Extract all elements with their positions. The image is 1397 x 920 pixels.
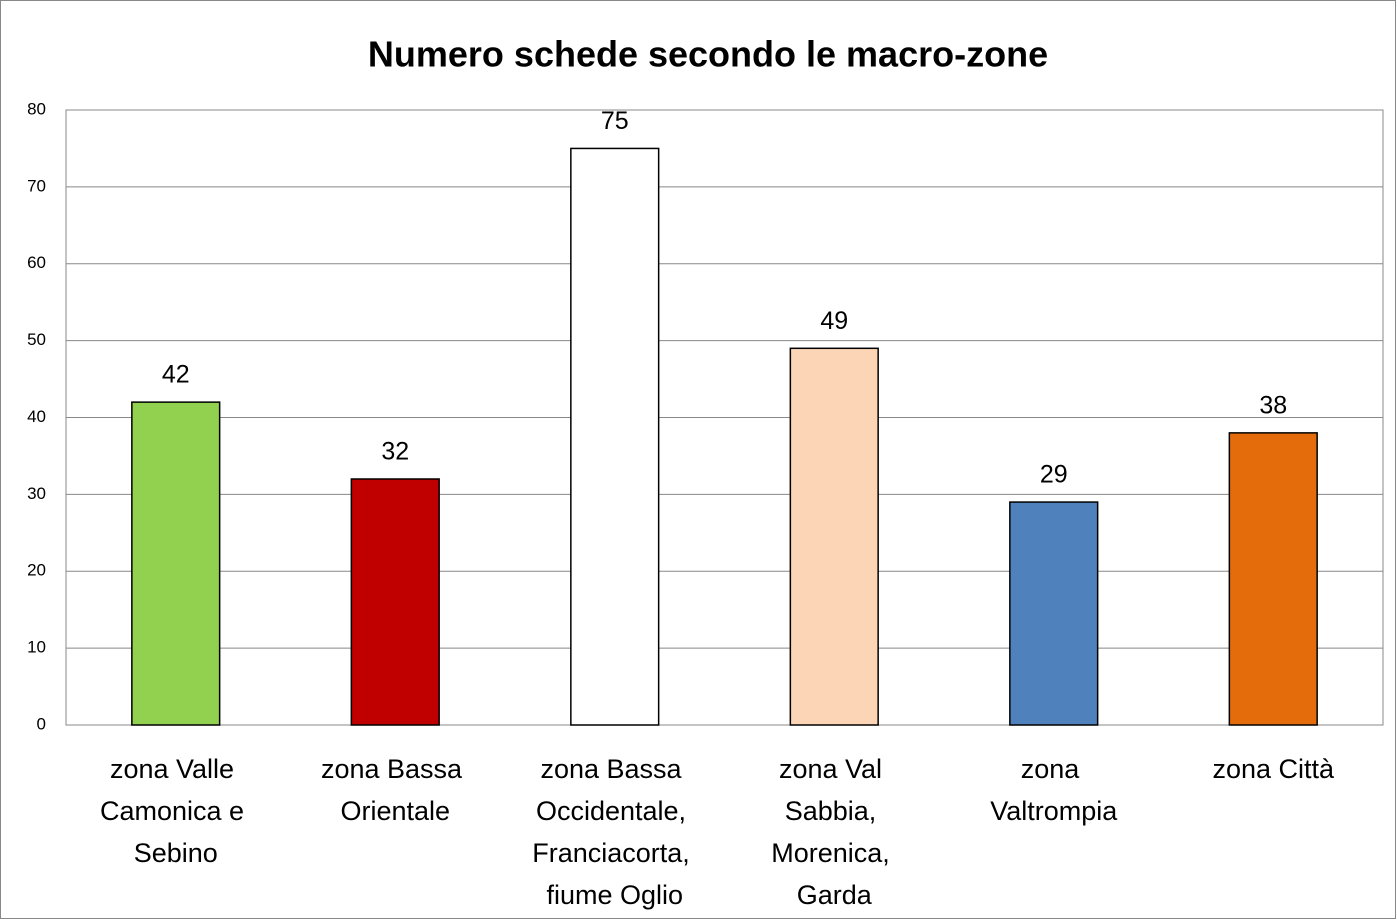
data-label: 75 <box>601 107 629 135</box>
bar <box>789 347 879 726</box>
y-tick-label: 50 <box>27 330 46 349</box>
data-label: 38 <box>1259 391 1287 419</box>
x-tick-label: zona Val Sabbia, Morenica, Garda <box>771 754 897 910</box>
y-tick-label: 0 <box>37 714 46 733</box>
x-tick-label: zona Valle Camonica e Sebino <box>100 754 252 868</box>
data-label: 42 <box>162 361 190 389</box>
bar <box>1228 432 1318 726</box>
data-label: 32 <box>381 438 409 466</box>
x-tick-label: zona Città <box>1212 754 1335 784</box>
data-label: 49 <box>820 307 848 335</box>
y-tick-label: 80 <box>27 99 46 118</box>
x-tick-label: zona Valtrompia <box>990 754 1118 826</box>
y-tick-label: 20 <box>27 561 46 580</box>
data-label: 29 <box>1040 461 1068 489</box>
chart-title: Numero schede secondo le macro-zone <box>368 34 1048 75</box>
y-tick-label: 60 <box>27 253 46 272</box>
y-tick-label: 30 <box>27 484 46 503</box>
bar <box>570 147 660 726</box>
y-tick-label: 40 <box>27 407 46 426</box>
x-tick-label: zona Bassa Orientale <box>321 754 470 826</box>
bar <box>1009 501 1099 726</box>
y-tick-label: 70 <box>27 176 46 195</box>
y-tick-label: 10 <box>27 638 46 657</box>
bar <box>350 478 440 726</box>
bar <box>131 401 221 726</box>
x-tick-label: zona Bassa Occidentale, Franciacorta, fi… <box>532 754 697 910</box>
